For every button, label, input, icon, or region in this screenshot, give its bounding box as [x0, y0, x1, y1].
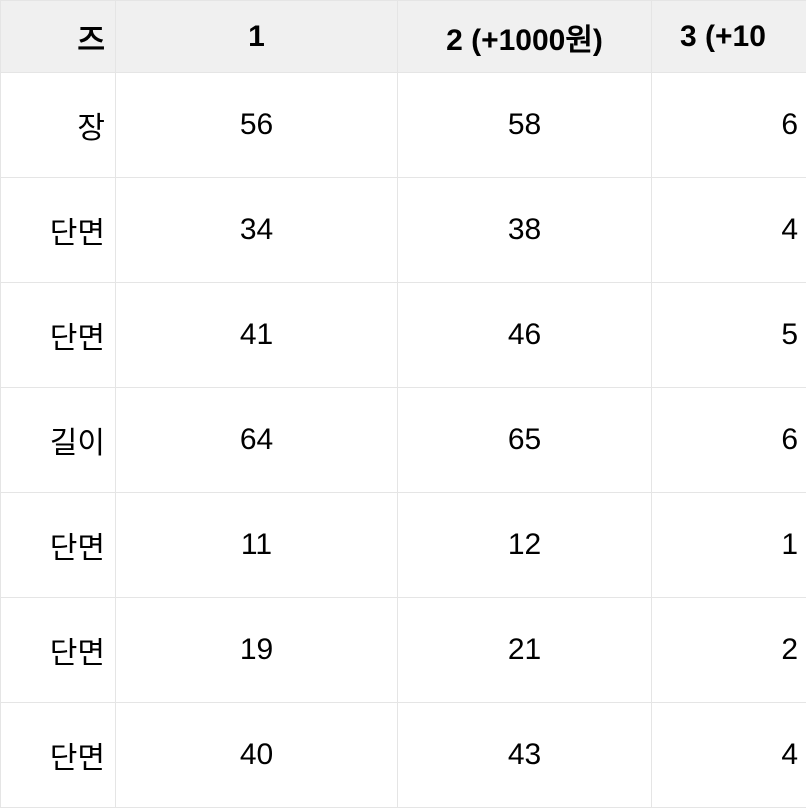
- size-table-container: 즈 1 2 (+1000원) 3 (+10 장 56 58 6 단면 34 38…: [0, 0, 806, 806]
- cell-value: 21: [398, 598, 652, 703]
- table-row: 단면 11 12 1: [1, 493, 806, 598]
- header-col-2: 2 (+1000원): [398, 1, 652, 73]
- cell-value: 12: [398, 493, 652, 598]
- cell-value: 56: [116, 73, 398, 178]
- cell-value: 40: [116, 703, 398, 808]
- row-label: 단면: [1, 703, 116, 808]
- header-col-1: 1: [116, 1, 398, 73]
- cell-value: 38: [398, 178, 652, 283]
- table-row: 단면 34 38 4: [1, 178, 806, 283]
- cell-value: 6: [652, 388, 806, 493]
- cell-value: 65: [398, 388, 652, 493]
- table-row: 단면 19 21 2: [1, 598, 806, 703]
- table-row: 단면 41 46 5: [1, 283, 806, 388]
- row-label: 단면: [1, 493, 116, 598]
- cell-value: 64: [116, 388, 398, 493]
- cell-value: 34: [116, 178, 398, 283]
- table-row: 단면 40 43 4: [1, 703, 806, 808]
- table-body: 장 56 58 6 단면 34 38 4 단면 41 46 5 길이 64 65: [1, 73, 806, 808]
- cell-value: 11: [116, 493, 398, 598]
- cell-value: 6: [652, 73, 806, 178]
- cell-value: 4: [652, 703, 806, 808]
- cell-value: 1: [652, 493, 806, 598]
- row-label: 장: [1, 73, 116, 178]
- row-label: 단면: [1, 178, 116, 283]
- row-label: 단면: [1, 598, 116, 703]
- cell-value: 41: [116, 283, 398, 388]
- table-row: 장 56 58 6: [1, 73, 806, 178]
- cell-value: 46: [398, 283, 652, 388]
- cell-value: 5: [652, 283, 806, 388]
- cell-value: 43: [398, 703, 652, 808]
- cell-value: 19: [116, 598, 398, 703]
- header-col-3: 3 (+10: [652, 1, 806, 73]
- size-table: 즈 1 2 (+1000원) 3 (+10 장 56 58 6 단면 34 38…: [0, 0, 806, 808]
- table-header-row: 즈 1 2 (+1000원) 3 (+10: [1, 1, 806, 73]
- cell-value: 58: [398, 73, 652, 178]
- table-row: 길이 64 65 6: [1, 388, 806, 493]
- cell-value: 4: [652, 178, 806, 283]
- cell-value: 2: [652, 598, 806, 703]
- header-label: 즈: [1, 1, 116, 73]
- row-label: 길이: [1, 388, 116, 493]
- row-label: 단면: [1, 283, 116, 388]
